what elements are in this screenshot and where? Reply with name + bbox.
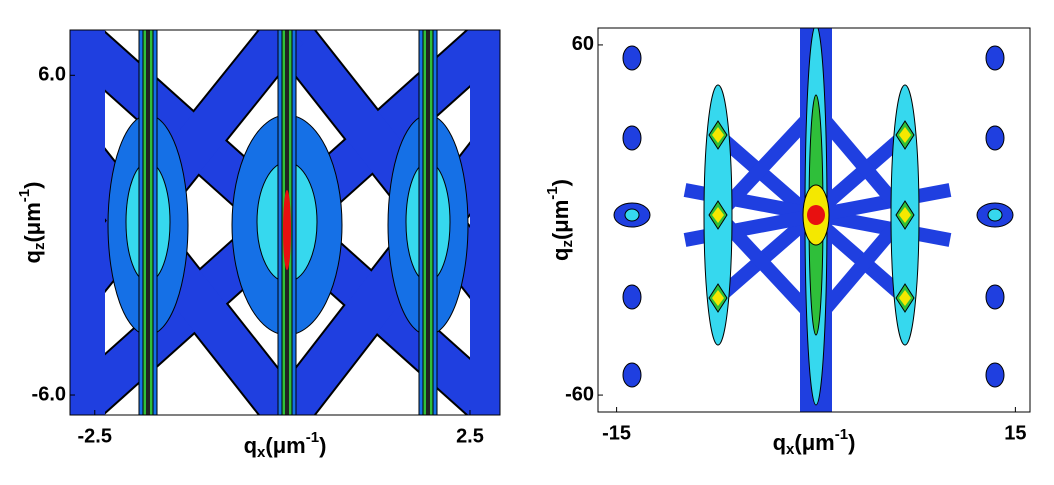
contour — [899, 127, 911, 143]
axis-label: qx(μm-1) — [244, 429, 327, 461]
contour-plot — [613, 28, 1014, 412]
axis-label: qz(μm-1) — [16, 182, 48, 264]
axis-label-part: (μm — [548, 200, 573, 240]
contour — [985, 284, 1005, 310]
axis-label-part: z — [559, 240, 576, 248]
axis-label-part: z — [31, 243, 48, 251]
y-tick-label: -6.0 — [32, 383, 66, 405]
contour — [146, 30, 150, 415]
axis-label: qz(μm-1) — [544, 179, 576, 261]
contour — [985, 125, 1005, 151]
axis-label-part: (μm — [794, 430, 834, 455]
axis-label-part: -1 — [16, 189, 33, 202]
x-tick-label: -2.5 — [78, 425, 112, 447]
contour — [987, 208, 1003, 222]
axis-label-part: (μm — [265, 433, 305, 458]
y-tick-label: -60 — [565, 383, 594, 405]
contour — [470, 30, 500, 415]
axis-label-part: (μm — [20, 202, 45, 242]
contour — [624, 208, 640, 222]
contour — [622, 284, 642, 310]
contour — [899, 290, 911, 306]
y-tick-label: 6.0 — [38, 64, 66, 86]
axis-label: qx(μm-1) — [773, 426, 856, 458]
axis-label-part: ) — [548, 179, 573, 186]
contour — [426, 30, 430, 415]
contour-plot — [70, 30, 500, 415]
plot-frame — [597, 27, 1031, 413]
contour — [622, 362, 642, 388]
contour — [712, 105, 822, 220]
axis-label-part: q — [244, 433, 257, 458]
contour — [985, 362, 1005, 388]
axis-label-part: q — [773, 430, 786, 455]
contour — [712, 290, 724, 306]
contour — [712, 210, 822, 325]
x-tick-label: 2.5 — [456, 425, 484, 447]
axis-label-part: x — [786, 441, 795, 458]
axis-label-part: ) — [20, 182, 45, 189]
plot-frame — [69, 29, 501, 416]
axis-label-part: -1 — [544, 186, 561, 199]
axis-label-part: -1 — [835, 426, 848, 443]
axis-label-part: x — [257, 444, 266, 461]
contour — [283, 190, 291, 270]
contour — [622, 45, 642, 71]
axis-label-part: q — [20, 250, 45, 263]
contour — [807, 205, 825, 225]
x-tick-label: 15 — [1004, 422, 1026, 444]
y-tick-label: 60 — [572, 33, 594, 55]
x-tick-label: -15 — [602, 422, 631, 444]
contour — [712, 207, 724, 223]
contour — [622, 125, 642, 151]
contour — [712, 127, 724, 143]
axis-label-part: ) — [848, 430, 855, 455]
axis-label-part: q — [548, 248, 573, 261]
contour — [70, 30, 105, 415]
axis-label-part: -1 — [306, 429, 319, 446]
contour — [899, 207, 911, 223]
contour — [985, 45, 1005, 71]
axis-label-part: ) — [319, 433, 326, 458]
